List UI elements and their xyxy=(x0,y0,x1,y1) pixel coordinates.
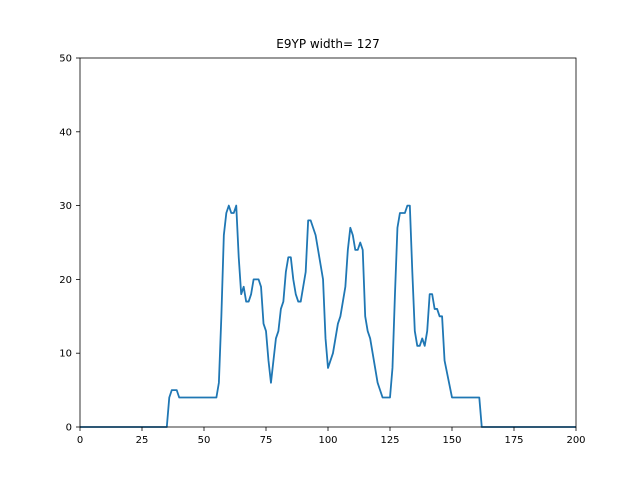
x-tick-label: 0 xyxy=(77,435,83,446)
x-tick-label: 100 xyxy=(318,435,337,446)
y-tick-label: 50 xyxy=(59,54,72,65)
x-tick-label: 25 xyxy=(136,435,149,446)
y-tick-label: 10 xyxy=(59,349,72,360)
chart-title: E9YP width= 127 xyxy=(276,37,379,51)
series-line-0 xyxy=(80,204,576,428)
y-tick-label: 40 xyxy=(59,127,72,138)
x-tick-label: 125 xyxy=(380,435,399,446)
x-tick-label: 150 xyxy=(442,435,461,446)
y-tick-label: 0 xyxy=(66,423,72,434)
y-axis: 0 10 20 30 40 50 xyxy=(59,54,80,434)
y-tick-label: 30 xyxy=(59,201,72,212)
axes-frame xyxy=(79,57,577,428)
x-tick-label: 50 xyxy=(198,435,211,446)
x-tick-label: 200 xyxy=(566,435,585,446)
y-tick-label: 20 xyxy=(59,275,72,286)
x-axis: 0 25 50 75 100 125 150 175 200 xyxy=(77,427,586,446)
x-tick-label: 75 xyxy=(260,435,273,446)
x-tick-label: 175 xyxy=(504,435,523,446)
plot-area xyxy=(80,204,576,428)
